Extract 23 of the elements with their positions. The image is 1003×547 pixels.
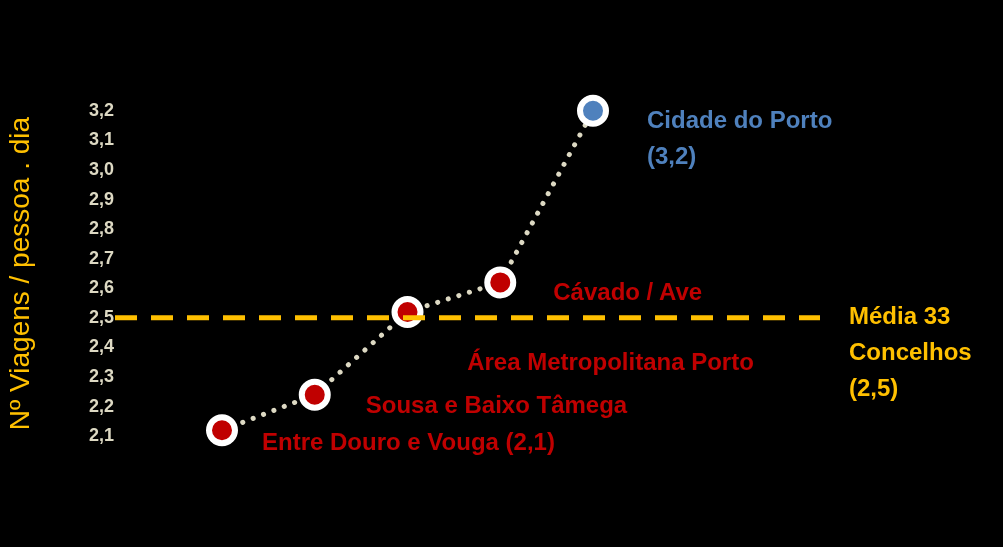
annotation: Área Metropolitana Porto bbox=[467, 347, 754, 375]
y-tick-label: 2,2 bbox=[88, 395, 114, 416]
y-tick-label: 2,6 bbox=[88, 277, 114, 298]
y-tick-label: 2,1 bbox=[88, 425, 114, 446]
point bbox=[484, 266, 517, 299]
annotation: Entre Douro e Vouga (2,1) bbox=[262, 427, 555, 455]
point bbox=[298, 378, 331, 411]
y-tick-label: 3,2 bbox=[88, 99, 114, 120]
y-tick-label: 2,9 bbox=[88, 188, 114, 209]
annotation: Cávado / Ave bbox=[553, 278, 703, 305]
y-tick-label: 3,0 bbox=[88, 158, 114, 179]
point bbox=[577, 94, 609, 127]
annotation: Sousa e Baixo Tâmega bbox=[365, 391, 628, 419]
y-tick-label: 2,4 bbox=[88, 336, 114, 357]
y-axis-title: Nº Viagens / pessoa . dia bbox=[3, 116, 35, 431]
point bbox=[206, 414, 238, 447]
ref-line-label: Média 33 Concelhos (2,5) bbox=[849, 302, 972, 402]
y-tick-label: 3,1 bbox=[88, 129, 114, 150]
text: Cidade do Porto (3,2) bbox=[647, 106, 833, 170]
y-tick-label: 2,7 bbox=[88, 247, 114, 268]
y-tick-label: 2,3 bbox=[88, 366, 114, 387]
y-tick-label: 2,8 bbox=[88, 218, 114, 239]
y-tick-label: 2,5 bbox=[88, 306, 114, 327]
